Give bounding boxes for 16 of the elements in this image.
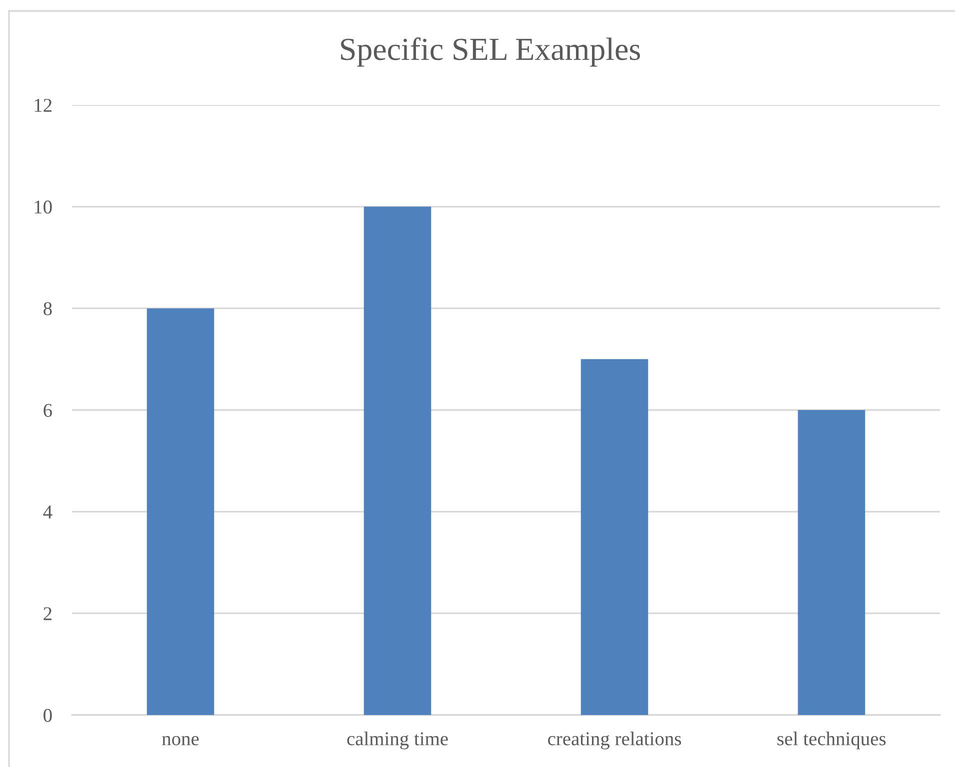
bar [364, 206, 432, 715]
x-tick-label: calming time [347, 732, 448, 750]
x-tick-label: sel techniques [777, 732, 886, 750]
y-tick-label: 8 [44, 302, 52, 316]
bar [580, 359, 648, 715]
chart-title: Specific SEL Examples [341, 37, 640, 67]
y-tick-label: 0 [44, 708, 52, 722]
y-tick-label: 2 [44, 607, 52, 620]
bar [146, 308, 214, 715]
y-tick-label: 6 [44, 404, 52, 417]
y-tick-label: 4 [43, 506, 52, 518]
bar [798, 410, 866, 715]
y-tick-label: 12 [34, 98, 52, 112]
x-tick-label: none [162, 736, 199, 746]
y-tick-label: 10 [34, 200, 52, 214]
x-tick-label: creating relations [548, 732, 682, 750]
